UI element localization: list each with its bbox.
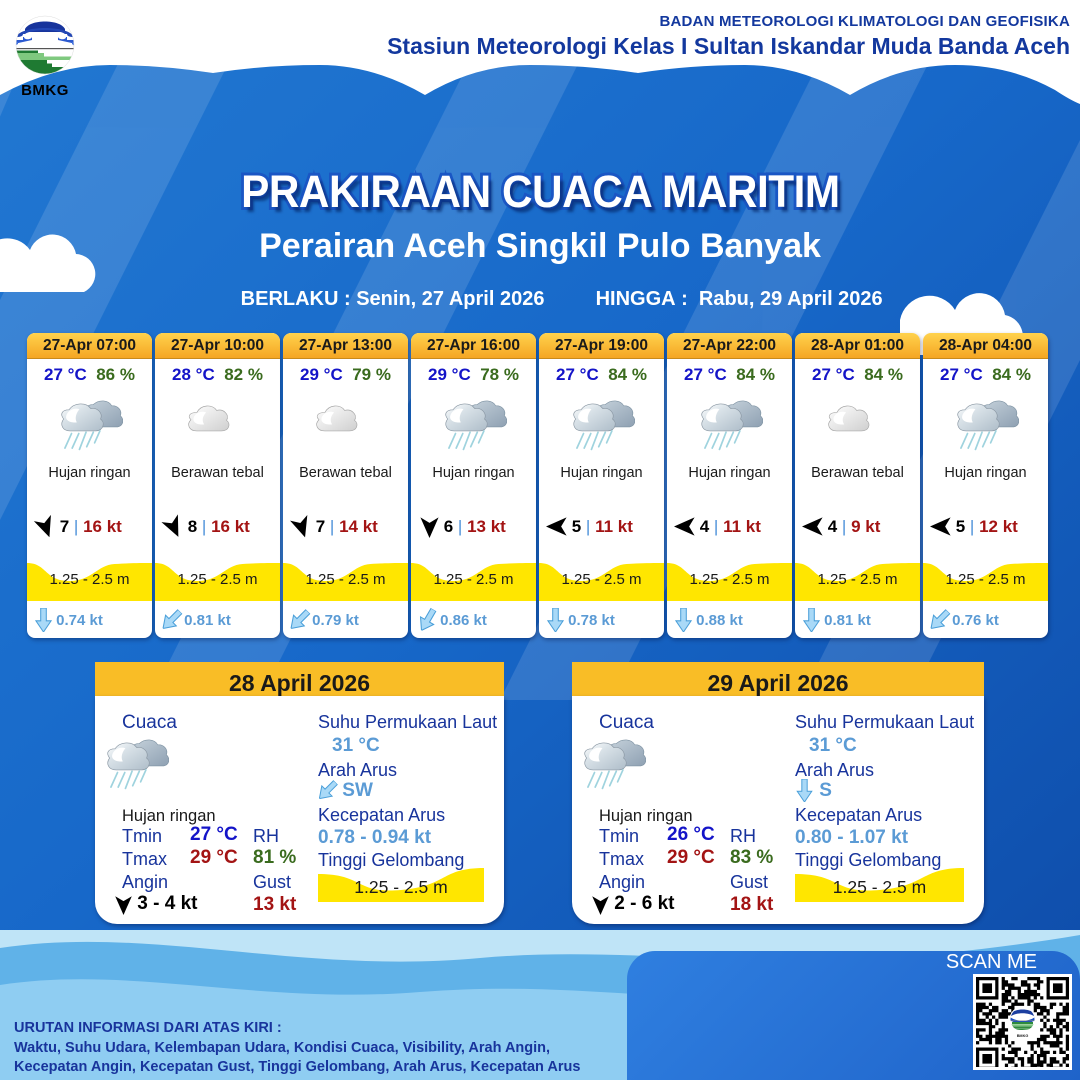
svg-text:BMKG: BMKG	[1017, 1034, 1029, 1038]
